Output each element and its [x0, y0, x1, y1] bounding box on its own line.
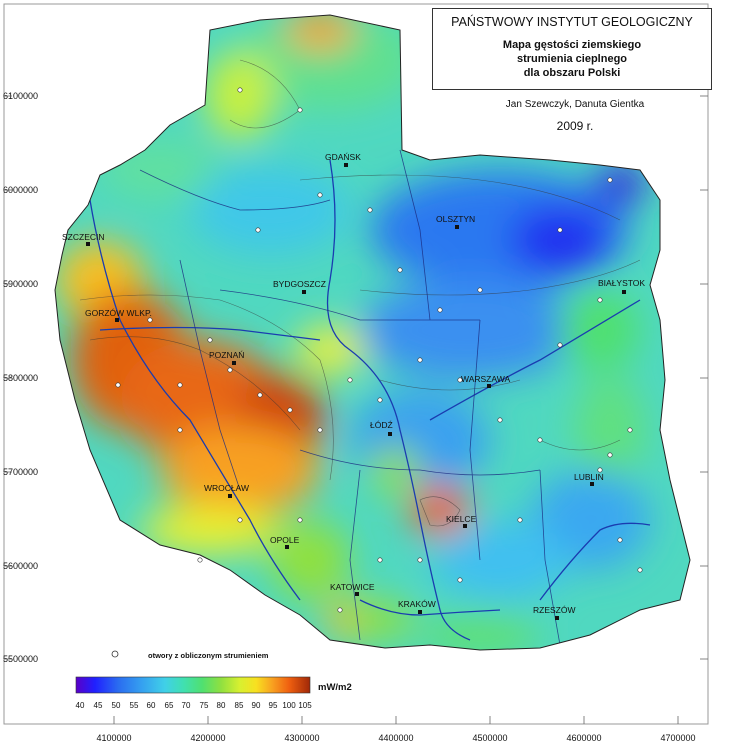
legend-tick: 65 — [165, 701, 174, 710]
title-line-3: dla obszaru Polski — [523, 67, 621, 79]
y-axis-labels: 6100000 6000000 5900000 5800000 5700000 … — [3, 91, 38, 664]
legend-tick: 40 — [76, 701, 85, 710]
year: 2009 r. — [556, 119, 594, 133]
city-label: LUBLIN — [574, 472, 604, 482]
title-line-2: strumienia cieplnego — [516, 53, 628, 65]
legend-note: otwory z obliczonym strumieniem — [148, 651, 269, 660]
authors: Jan Szewczyk, Danuta Gientka — [505, 99, 645, 110]
city-label: KATOWICE — [330, 582, 375, 592]
x-tick-label: 4100000 — [96, 733, 131, 743]
city-label: OLSZTYN — [436, 214, 475, 224]
legend-tick: 55 — [130, 701, 139, 710]
y-tick-label: 5700000 — [3, 467, 38, 477]
city-label: OPOLE — [270, 535, 300, 545]
legend-tick-labels: 40 45 50 55 60 65 70 75 80 85 90 95 100 … — [76, 701, 313, 710]
city-label: KIELCE — [446, 514, 477, 524]
legend-tick: 95 — [269, 701, 278, 710]
city-label: SZCZECIN — [62, 232, 105, 242]
poland-border — [54, 14, 691, 651]
city-label: ŁÓDŹ — [370, 420, 393, 430]
title-line-1: Mapa gęstości ziemskiego — [502, 39, 642, 51]
legend-tick: 50 — [112, 701, 121, 710]
city-label: WROCŁAW — [204, 483, 249, 493]
city-markers — [86, 163, 626, 620]
institute-name: PAŃSTWOWY INSTYTUT GEOLOGICZNY — [451, 15, 693, 29]
legend-tick: 80 — [217, 701, 226, 710]
legend-tick: 105 — [298, 701, 312, 710]
city-label: GORZÓW WLKP. — [85, 308, 152, 318]
legend-tick: 45 — [94, 701, 103, 710]
x-tick-label: 4500000 — [472, 733, 507, 743]
y-tick-label: 6000000 — [3, 185, 38, 195]
x-tick-label: 4200000 — [190, 733, 225, 743]
y-tick-label: 5900000 — [3, 279, 38, 289]
plot-border — [3, 3, 709, 725]
y-tick-label: 6100000 — [3, 91, 38, 101]
legend-unit: mW/m2 — [318, 682, 352, 693]
borehole-markers — [115, 87, 643, 613]
city-label: BYDGOSZCZ — [273, 279, 326, 289]
city-label: KRAKÓW — [398, 599, 436, 609]
legend-tick: 70 — [182, 701, 191, 710]
x-tick-label: 4300000 — [284, 733, 319, 743]
y-axis-ticks — [4, 95, 708, 660]
legend-colorbar — [75, 676, 311, 694]
x-axis-labels: 4100000 4200000 4300000 4400000 4500000 … — [96, 733, 695, 743]
legend-tick: 75 — [200, 701, 209, 710]
heat-flow-map — [55, 15, 690, 650]
title-box: PAŃSTWOWY INSTYTUT GEOLOGICZNY Mapa gęst… — [432, 8, 712, 90]
city-label: GDAŃSK — [325, 152, 361, 162]
y-tick-label: 5800000 — [3, 373, 38, 383]
city-labels: GDAŃSK OLSZTYN SZCZECIN BYDGOSZCZ BIAŁYS… — [62, 152, 645, 615]
x-tick-label: 4400000 — [378, 733, 413, 743]
legend-tick: 90 — [252, 701, 261, 710]
y-tick-label: 5500000 — [3, 654, 38, 664]
x-axis-ticks — [113, 716, 679, 724]
legend-borehole-symbol — [111, 650, 119, 658]
legend-tick: 60 — [147, 701, 156, 710]
x-tick-label: 4700000 — [660, 733, 695, 743]
city-label: WARSZAWA — [461, 374, 510, 384]
legend-tick: 100 — [282, 701, 296, 710]
legend-tick: 85 — [235, 701, 244, 710]
city-label: BIAŁYSTOK — [598, 278, 645, 288]
y-tick-label: 5600000 — [3, 561, 38, 571]
city-label: POZNAŃ — [209, 350, 244, 360]
x-tick-label: 4600000 — [566, 733, 601, 743]
city-label: RZESZÓW — [533, 605, 576, 615]
